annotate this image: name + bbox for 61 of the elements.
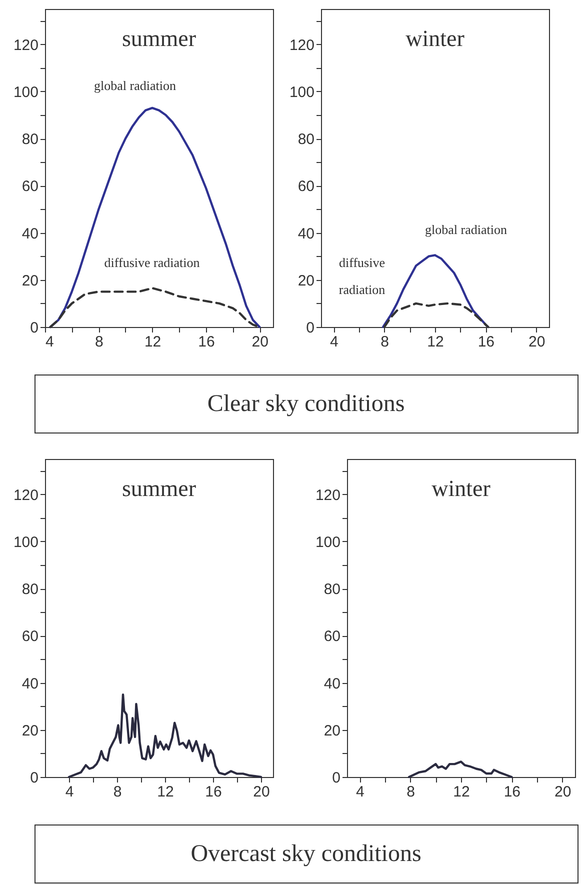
x-tick-label: 12 (453, 784, 470, 800)
y-tick-label: 0 (332, 770, 340, 786)
text: winter (432, 476, 491, 501)
x-tick-label: 4 (356, 784, 364, 800)
annotation: global radiation (425, 222, 508, 237)
y-tick-label: 20 (324, 722, 340, 740)
x-tick-label: 4 (46, 334, 54, 350)
y-tick-label: 60 (324, 628, 340, 646)
x-tick-label: 20 (554, 784, 572, 800)
text: Overcast sky conditions (190, 841, 422, 867)
y-tick-label: 100 (315, 534, 340, 551)
annotation: global radiation (94, 78, 176, 93)
y-tick-label: 0 (306, 320, 314, 336)
y-tick-label: 120 (315, 486, 340, 504)
y-tick-label: 60 (22, 178, 38, 196)
y-tick-label: 0 (30, 320, 38, 336)
y-tick-label: 120 (13, 36, 38, 54)
y-tick-label: 80 (324, 581, 340, 598)
x-tick-label: 8 (113, 784, 122, 800)
y-tick-label: 40 (298, 225, 314, 242)
y-tick-label: 0 (30, 770, 38, 786)
y-tick-label: 60 (298, 178, 314, 196)
x-tick-label: 4 (65, 784, 74, 800)
annotation: radiation (338, 282, 386, 297)
x-tick-label: 4 (330, 334, 338, 350)
x-tick-label: 12 (427, 334, 444, 350)
x-tick-label: 12 (144, 334, 162, 350)
y-tick-label: 120 (289, 36, 314, 54)
y-tick-label: 100 (13, 534, 38, 551)
y-tick-label: 20 (22, 722, 38, 740)
x-tick-label: 12 (157, 784, 174, 800)
line-series (68, 693, 262, 778)
y-tick-label: 120 (13, 486, 38, 504)
y-tick-label: 40 (22, 675, 38, 692)
x-tick-label: 20 (253, 784, 270, 800)
y-tick-label: 40 (324, 675, 340, 692)
x-tick-label: 16 (205, 784, 222, 800)
annotation: diffusive radiation (104, 255, 200, 270)
annotation: diffusive (339, 255, 386, 270)
x-tick-label: 16 (504, 784, 521, 800)
y-tick-label: 20 (298, 272, 314, 290)
x-tick-label: 8 (94, 334, 104, 350)
y-tick-label: 100 (13, 84, 38, 101)
y-tick-label: 80 (298, 131, 314, 148)
text: summer (122, 476, 196, 501)
x-tick-label: 20 (528, 334, 546, 350)
x-tick-label: 20 (252, 334, 268, 350)
text: winter (406, 26, 465, 51)
x-tick-label: 16 (478, 334, 495, 350)
y-tick-label: 20 (22, 272, 38, 290)
x-tick-label: 8 (406, 784, 416, 800)
x-tick-label: 16 (198, 334, 215, 350)
line-series (408, 760, 513, 778)
text: summer (122, 26, 196, 51)
y-tick-label: 80 (22, 131, 38, 148)
y-tick-label: 60 (22, 628, 38, 646)
y-tick-label: 40 (22, 225, 38, 242)
x-tick-label: 8 (380, 334, 390, 350)
y-tick-label: 100 (289, 84, 314, 101)
y-tick-label: 80 (22, 581, 38, 598)
text: Clear sky conditions (207, 391, 405, 417)
